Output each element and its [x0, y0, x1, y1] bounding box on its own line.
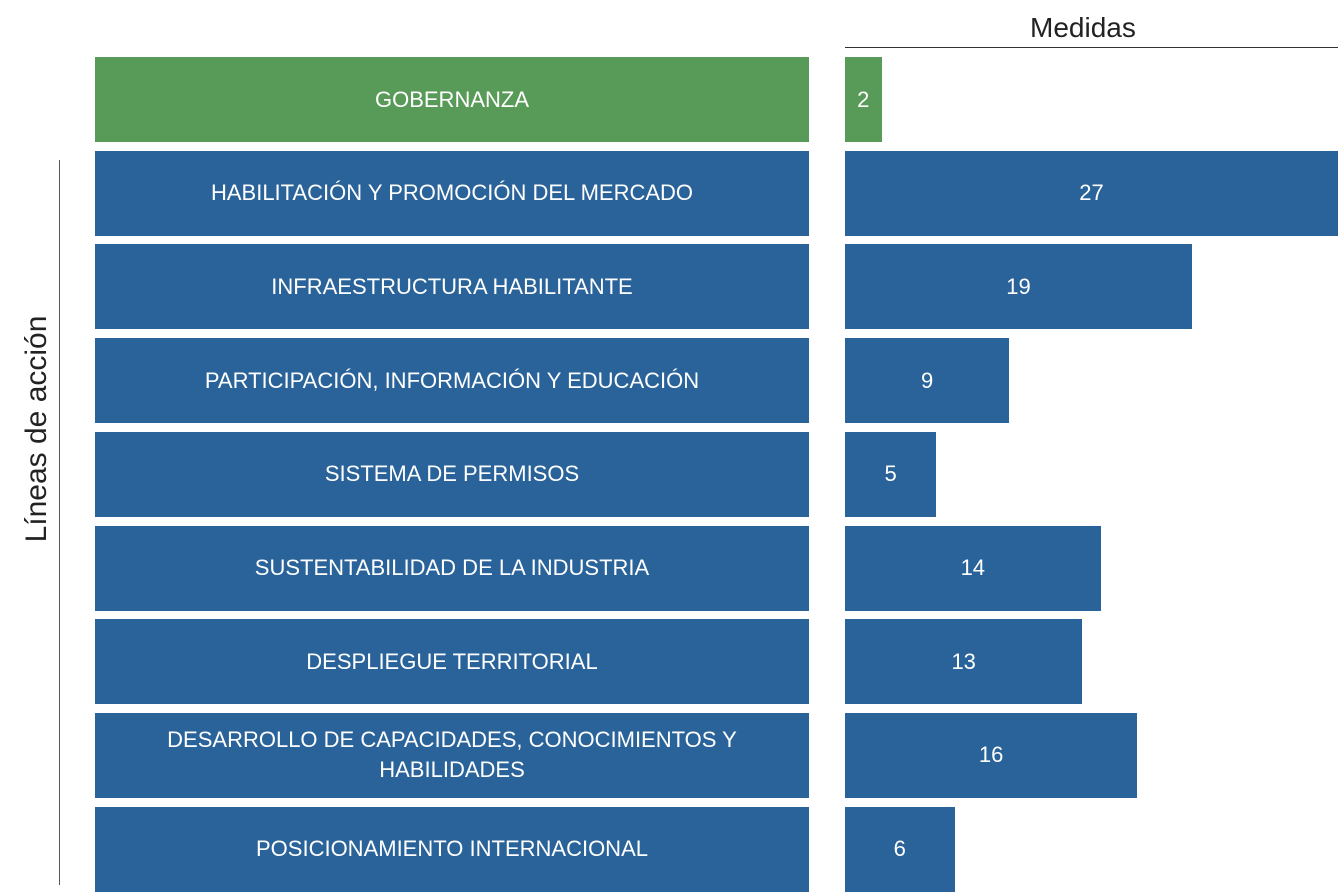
category-box: POSICIONAMIENTO INTERNACIONAL — [95, 806, 809, 892]
category-box: DESARROLLO DE CAPACIDADES, CONOCIMIENTOS… — [95, 712, 809, 798]
value-label: 19 — [1006, 273, 1031, 299]
value-label: 14 — [960, 555, 986, 580]
bar: 13 — [845, 619, 1083, 705]
bar: 27 — [845, 150, 1338, 236]
value-label: 5 — [884, 461, 897, 487]
value-label: 6 — [893, 836, 906, 862]
bar: 2 — [845, 57, 882, 142]
category-box: PARTICIPACIÓN, INFORMACIÓN Y EDUCACIÓN — [95, 338, 809, 424]
category-box: GOBERNANZA — [95, 57, 809, 142]
chart-title: Medidas — [1030, 12, 1136, 43]
bar: 6 — [845, 806, 955, 892]
value-label: 2 — [857, 86, 870, 112]
category-box: SUSTENTABILIDAD DE LA INDUSTRIA — [95, 525, 809, 611]
bar: 19 — [845, 244, 1192, 330]
category-box: SISTEMA DE PERMISOS — [95, 431, 809, 517]
value-label: 27 — [1079, 180, 1104, 206]
bar: 16 — [845, 712, 1138, 798]
y-axis-label: Líneas de acción — [20, 315, 53, 543]
category-box: HABILITACIÓN Y PROMOCIÓN DEL MERCADO — [95, 150, 809, 236]
value-label: 16 — [978, 742, 1004, 768]
bar: 9 — [845, 338, 1010, 424]
axis-rule — [59, 160, 60, 885]
value-label: 13 — [951, 648, 976, 674]
title-rule — [845, 47, 1338, 48]
bar: 5 — [845, 431, 937, 517]
bar: 14 — [845, 525, 1101, 611]
value-label: 9 — [921, 367, 934, 393]
category-box: DESPLIEGUE TERRITORIAL — [95, 619, 809, 705]
category-box: INFRAESTRUCTURA HABILITANTE — [95, 244, 809, 330]
